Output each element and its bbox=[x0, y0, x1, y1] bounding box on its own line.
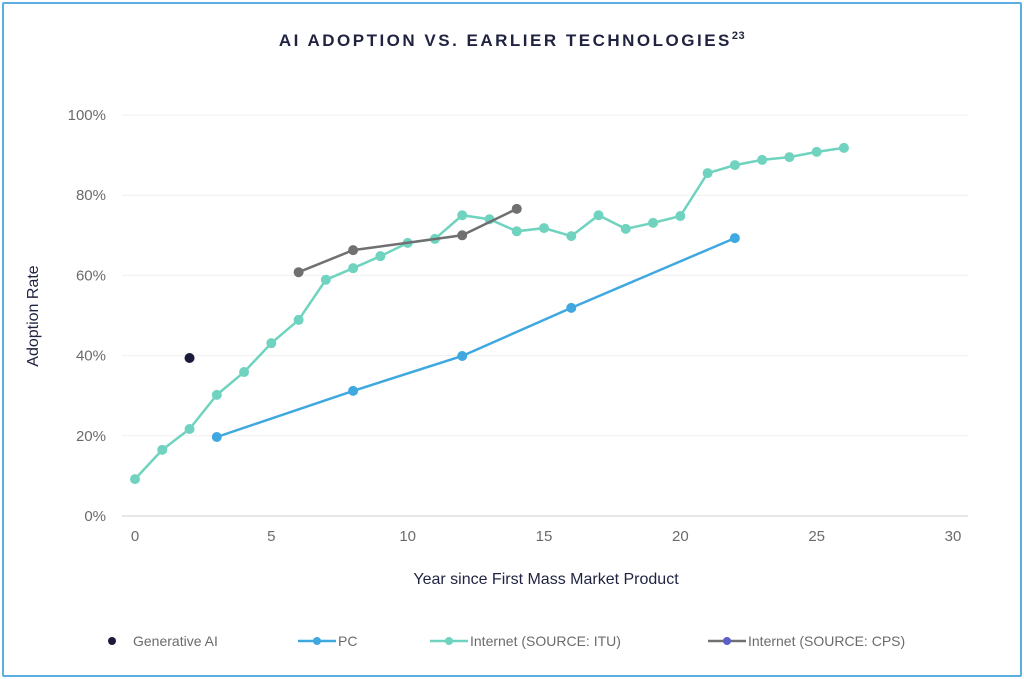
data-point bbox=[130, 474, 140, 485]
legend-marker bbox=[313, 637, 321, 645]
data-point bbox=[320, 274, 331, 285]
data-point bbox=[675, 211, 686, 222]
y-tick-label: 80% bbox=[76, 187, 106, 204]
data-point bbox=[593, 210, 604, 221]
data-point bbox=[566, 302, 577, 313]
x-tick-label: 15 bbox=[536, 528, 553, 545]
legend-label: PC bbox=[338, 633, 357, 649]
series-internet-source-cps- bbox=[293, 203, 522, 278]
y-tick-label: 40% bbox=[76, 348, 106, 365]
legend-item: Internet (SOURCE: CPS) bbox=[708, 633, 905, 649]
data-point bbox=[293, 267, 304, 278]
legend-label: Generative AI bbox=[133, 633, 218, 649]
x-tick-label: 10 bbox=[399, 528, 416, 545]
series-pc bbox=[211, 233, 740, 443]
y-axis-label: Adoption Rate bbox=[25, 265, 42, 367]
data-point bbox=[784, 152, 795, 163]
series-line bbox=[216, 236, 736, 439]
data-point bbox=[293, 314, 304, 325]
data-point bbox=[811, 146, 822, 157]
legend-marker bbox=[723, 637, 731, 645]
data-point bbox=[729, 233, 740, 244]
data-point bbox=[375, 251, 386, 262]
legend-label: Internet (SOURCE: CPS) bbox=[748, 633, 905, 649]
data-point bbox=[620, 223, 631, 234]
legend-item: Generative AI bbox=[108, 633, 218, 649]
data-point bbox=[757, 154, 768, 165]
data-point bbox=[348, 245, 359, 256]
data-point bbox=[211, 389, 222, 400]
data-point bbox=[157, 444, 168, 455]
data-point bbox=[184, 423, 195, 434]
y-tick-label: 20% bbox=[76, 428, 106, 445]
y-tick-label: 60% bbox=[76, 267, 106, 284]
y-tick-label: 0% bbox=[84, 508, 106, 525]
data-point bbox=[266, 338, 277, 349]
series-generative-ai bbox=[184, 353, 195, 364]
data-point bbox=[211, 432, 222, 443]
legend-item: Internet (SOURCE: ITU) bbox=[430, 633, 621, 649]
legend-label: Internet (SOURCE: ITU) bbox=[470, 633, 621, 649]
x-tick-label: 25 bbox=[808, 528, 825, 545]
x-tick-label: 30 bbox=[945, 528, 962, 545]
data-point bbox=[457, 351, 468, 362]
legend-marker bbox=[445, 637, 453, 645]
legend-marker bbox=[108, 637, 116, 645]
data-point bbox=[348, 385, 359, 396]
x-axis-label: Year since First Mass Market Product bbox=[413, 571, 679, 588]
data-point bbox=[457, 230, 468, 241]
series-internet-source-itu- bbox=[130, 142, 849, 485]
data-point bbox=[566, 231, 577, 242]
data-point bbox=[511, 203, 522, 214]
x-tick-label: 20 bbox=[672, 528, 689, 545]
data-point bbox=[729, 160, 740, 171]
series-line bbox=[298, 207, 518, 274]
x-tick-label: 0 bbox=[131, 528, 139, 545]
data-point bbox=[648, 217, 659, 228]
data-point bbox=[348, 263, 359, 274]
x-tick-label: 5 bbox=[267, 528, 275, 545]
legend-item: PC bbox=[298, 633, 357, 649]
y-tick-label: 100% bbox=[68, 107, 106, 124]
data-point bbox=[184, 353, 195, 364]
data-point bbox=[457, 210, 468, 221]
data-point bbox=[838, 142, 849, 153]
data-point bbox=[539, 223, 549, 234]
data-point bbox=[702, 168, 713, 179]
data-point bbox=[239, 367, 250, 378]
data-point bbox=[511, 226, 522, 237]
chart-title: AI ADOPTION VS. EARLIER TECHNOLOGIES23 bbox=[279, 30, 745, 50]
